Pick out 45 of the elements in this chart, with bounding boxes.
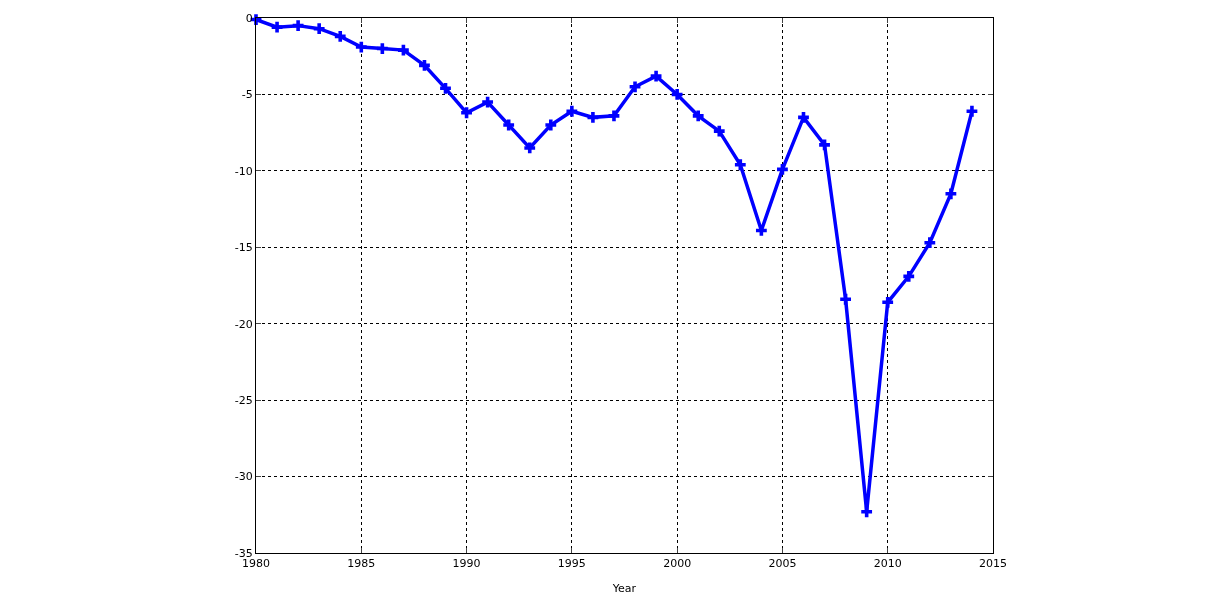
point: [608, 110, 620, 122]
x-tick-label: 2000: [663, 557, 692, 571]
point: [650, 70, 662, 82]
point: [587, 111, 599, 123]
x-tick-label: 2015: [979, 557, 1007, 571]
point: [840, 293, 851, 305]
x-tick-label: 1985: [347, 557, 376, 571]
x-axis-title: Year: [611, 582, 637, 596]
point: [313, 23, 325, 35]
point: [524, 142, 536, 154]
point: [671, 89, 683, 100]
point: [629, 81, 641, 93]
y-tick-label: 0: [245, 11, 253, 25]
point: [334, 30, 346, 42]
x-tick-label: 2010: [873, 557, 902, 571]
point: [903, 270, 915, 282]
y-tick-label: -10: [234, 164, 253, 178]
point: [503, 119, 515, 131]
point: [966, 105, 978, 117]
point: [398, 44, 409, 56]
y-tick-label: -15: [234, 241, 253, 255]
point: [355, 41, 367, 53]
x-tick-label: 1990: [452, 557, 481, 571]
y-tick-label: -30: [234, 470, 253, 484]
point: [882, 296, 894, 308]
point: [545, 119, 557, 131]
y-tick-label: -25: [234, 393, 253, 407]
point: [692, 110, 704, 122]
point: [945, 188, 957, 200]
point: [292, 20, 304, 32]
x-tick-label: 1995: [557, 557, 586, 571]
point: [819, 139, 830, 151]
y-tick-label: -35: [234, 546, 253, 560]
point: [734, 159, 746, 171]
y-tick-label: -20: [234, 317, 253, 331]
point: [566, 105, 578, 117]
x-tick-label: 1980: [242, 557, 270, 571]
y-tick-label: -5: [241, 88, 253, 102]
x-tick-label: 2005: [768, 557, 797, 571]
point: [482, 96, 494, 108]
point: [713, 125, 725, 137]
point: [924, 237, 936, 249]
point: [861, 506, 873, 518]
point: [271, 21, 283, 33]
point: [461, 107, 472, 119]
